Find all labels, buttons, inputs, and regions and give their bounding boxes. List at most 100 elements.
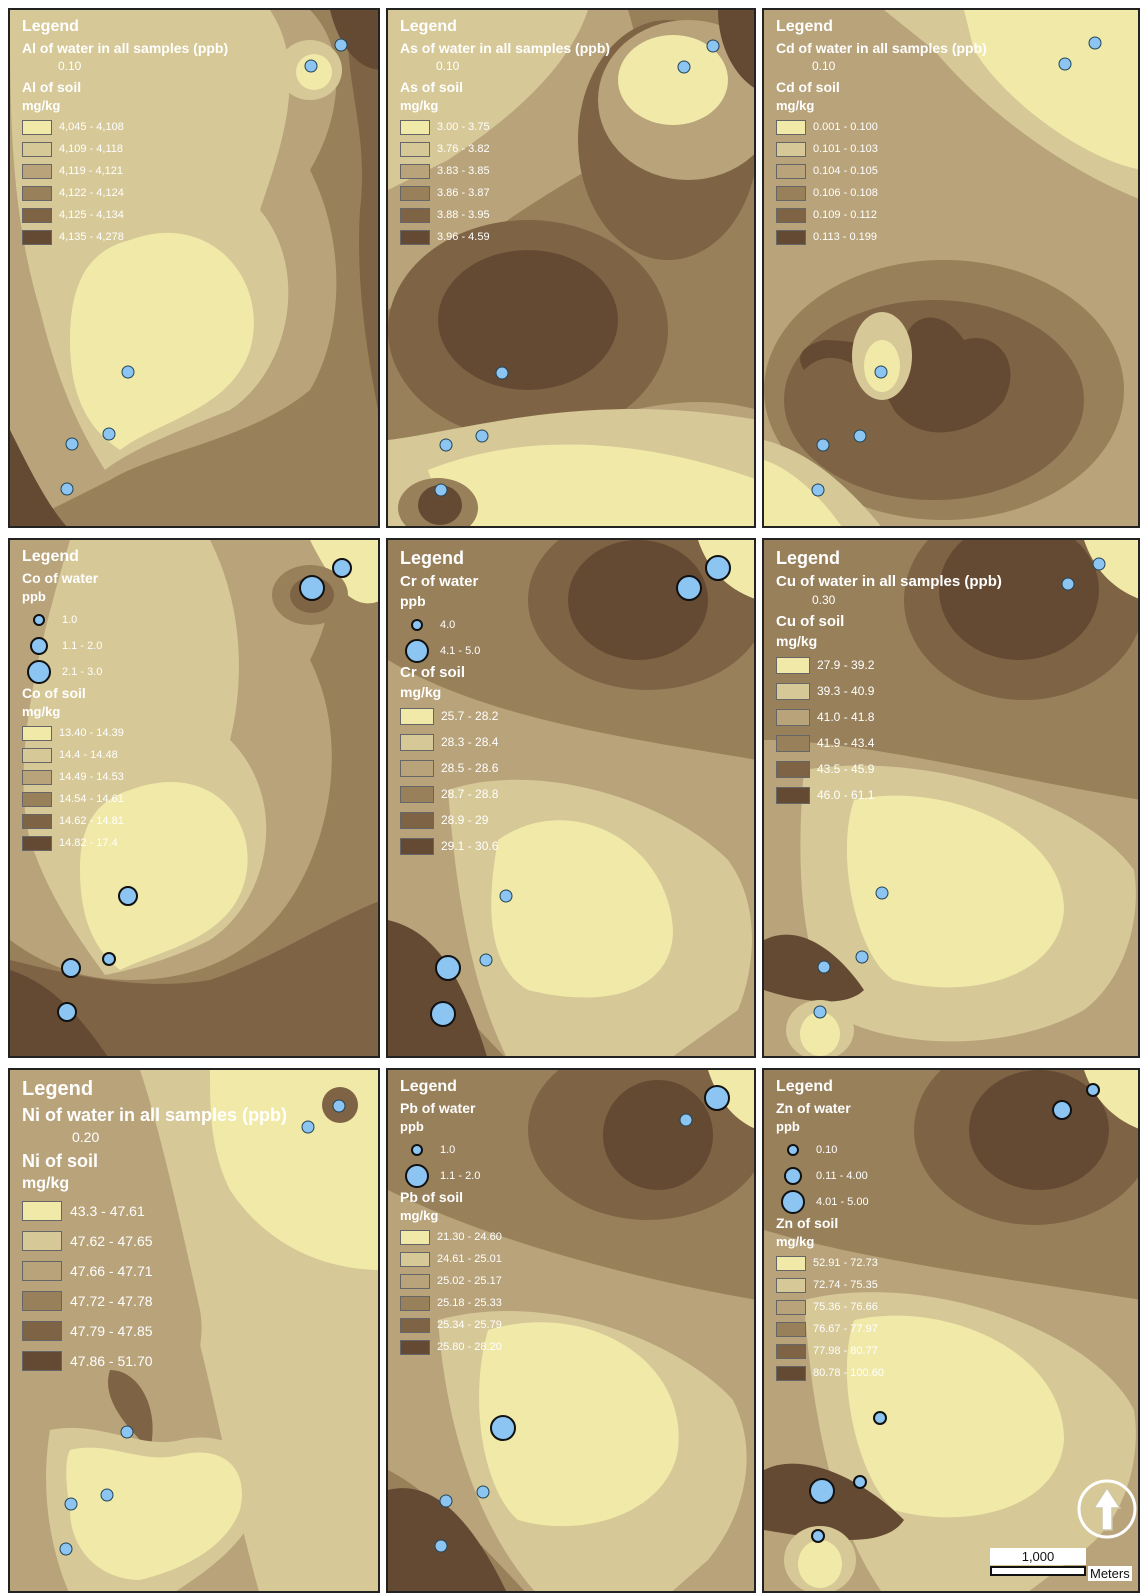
legend-class-label: 47.86 - 51.70 xyxy=(70,1353,153,1369)
soil-class-list: 13.40 - 14.39 14.4 - 14.48 14.49 - 14.53 14… xyxy=(22,722,124,854)
legend-class-row: 4,119 - 4,121 xyxy=(22,160,228,182)
legend-class-row: 76.67 - 77.97 xyxy=(776,1318,884,1340)
soil-unit: mg/kg xyxy=(776,1234,815,1249)
legend-class-row: 25.7 - 28.2 xyxy=(400,703,498,729)
legend-class-label: 21.30 - 24.60 xyxy=(437,1231,502,1243)
soil-class-list: 52.91 - 72.73 72.74 - 75.35 75.36 - 76.66 7… xyxy=(776,1252,884,1384)
legend-class-row: 24.61 - 25.01 xyxy=(400,1248,502,1270)
legend-class-label: 72.74 - 75.35 xyxy=(813,1279,878,1291)
water-value: 0.10 xyxy=(58,59,82,73)
soil-label: Cr of soil xyxy=(400,664,466,681)
sample-symbol xyxy=(781,1190,805,1214)
soil-class-list: 21.30 - 24.60 24.61 - 25.01 25.02 - 25.17 2… xyxy=(400,1226,502,1358)
water-class-list: 4.0 4.1 - 5.0 xyxy=(400,612,498,664)
legend-swatch xyxy=(22,185,52,201)
water-label: Zn of water xyxy=(776,1100,851,1116)
legend-class-label: 25.34 - 25.79 xyxy=(437,1319,502,1331)
soil-label: Zn of soil xyxy=(776,1215,839,1231)
legend-swatch xyxy=(776,1299,806,1315)
legend-class-row: 25.80 - 28.20 xyxy=(400,1336,502,1358)
legend-class-row: 0.101 - 0.103 xyxy=(776,138,987,160)
legend-class-label: 28.3 - 28.4 xyxy=(441,735,499,749)
water-label: Cr of water xyxy=(400,573,479,590)
contour-map xyxy=(388,540,754,1056)
legend-ppb-row: 4.1 - 5.0 xyxy=(400,638,498,664)
legend-class-label: 4,045 - 4,108 xyxy=(59,121,124,133)
water-label: As of water in all samples (ppb) xyxy=(400,40,611,56)
legend-swatch xyxy=(400,1251,430,1267)
soil-class-list: 0.001 - 0.100 0.101 - 0.103 0.104 - 0.105 0… xyxy=(776,116,987,248)
legend-class-row: 4,125 - 4,134 xyxy=(22,204,228,226)
legend-class-row: 0.113 - 0.199 xyxy=(776,226,987,248)
legend-class-label: 77.98 - 80.77 xyxy=(813,1345,878,1357)
legend-class-label: 41.0 - 41.8 xyxy=(817,710,875,724)
legend-swatch xyxy=(22,835,52,851)
legend-class-row: 75.36 - 76.66 xyxy=(776,1296,884,1318)
legend-swatch xyxy=(22,1321,62,1341)
scale-bar-graphic xyxy=(990,1566,1086,1576)
water-label: Cd of water in all samples (ppb) xyxy=(776,40,987,56)
legend-ppb-label: 1.1 - 2.0 xyxy=(62,640,103,652)
legend-class-label: 14.49 - 14.53 xyxy=(59,771,124,783)
legend-class-label: 0.101 - 0.103 xyxy=(813,143,878,155)
contour-map xyxy=(388,1070,754,1591)
soil-unit: mg/kg xyxy=(400,684,442,700)
legend-class-row: 4,109 - 4,118 xyxy=(22,138,228,160)
soil-label: As of soil xyxy=(400,79,464,95)
soil-unit: mg/kg xyxy=(400,1208,439,1223)
sample-symbol xyxy=(30,637,48,655)
legend-class-label: 14.54 - 14.61 xyxy=(59,793,124,805)
legend-class-label: 28.5 - 28.6 xyxy=(441,761,499,775)
water-unit: ppb xyxy=(400,1119,424,1134)
legend-class-label: 0.109 - 0.112 xyxy=(813,209,878,221)
legend-swatch xyxy=(22,141,52,157)
soil-class-list: 25.7 - 28.2 28.3 - 28.4 28.5 - 28.6 28.7 - … xyxy=(400,703,498,859)
legend-ppb-label: 1.1 - 2.0 xyxy=(440,1170,481,1182)
contour-map xyxy=(10,540,378,1056)
legend-ppb-label: 1.0 xyxy=(440,1144,456,1156)
legend-class-label: 3.83 - 3.85 xyxy=(437,165,490,177)
map-panel-cu: Legend Cu of water in all samples (ppb) … xyxy=(762,538,1140,1058)
legend-swatch xyxy=(400,1273,430,1289)
legend-class-row: 28.3 - 28.4 xyxy=(400,729,498,755)
legend-swatch xyxy=(776,1343,806,1359)
legend-class-row: 25.34 - 25.79 xyxy=(400,1314,502,1336)
soil-unit: mg/kg xyxy=(22,1175,70,1192)
north-arrow-icon xyxy=(1077,1479,1137,1539)
legend: Legend Zn of water ppb 0.10 0.11 - 4.00 4.… xyxy=(776,1078,884,1384)
legend: Legend Cd of water in all samples (ppb) … xyxy=(776,18,987,248)
legend-ppb-label: 2.1 - 3.0 xyxy=(62,666,103,678)
legend-swatch xyxy=(400,163,430,179)
legend-class-label: 13.40 - 14.39 xyxy=(59,727,124,739)
legend-class-row: 14.54 - 14.61 xyxy=(22,788,124,810)
legend-ppb-row: 4.01 - 5.00 xyxy=(776,1189,884,1215)
legend-swatch xyxy=(22,119,52,135)
legend: Legend Cu of water in all samples (ppb) … xyxy=(776,548,1002,808)
sample-symbol xyxy=(27,660,51,684)
water-value: 0.10 xyxy=(812,59,836,73)
legend: Legend Ni of water in all samples (ppb) … xyxy=(22,1078,287,1376)
soil-label: Ni of soil xyxy=(22,1151,98,1171)
legend-title: Legend xyxy=(400,18,457,35)
legend-title: Legend xyxy=(400,548,465,568)
legend-ppb-row: 0.11 - 4.00 xyxy=(776,1163,884,1189)
legend-class-row: 52.91 - 72.73 xyxy=(776,1252,884,1274)
legend-class-row: 80.78 - 100.60 xyxy=(776,1362,884,1384)
water-class-list: 0.10 0.11 - 4.00 4.01 - 5.00 xyxy=(776,1137,884,1215)
legend-title: Legend xyxy=(22,1078,94,1100)
legend-swatch xyxy=(776,708,810,726)
legend-title: Legend xyxy=(22,18,79,35)
contour-map xyxy=(764,1070,1138,1591)
legend-class-label: 4,135 - 4,278 xyxy=(59,231,124,243)
legend-swatch xyxy=(400,1295,430,1311)
legend-class-row: 3.88 - 3.95 xyxy=(400,204,610,226)
legend-class-row: 46.0 - 61.1 xyxy=(776,782,1002,808)
legend-swatch xyxy=(776,734,810,752)
water-label: Cu of water in all samples (ppb) xyxy=(776,573,1002,590)
legend-class-label: 28.7 - 28.8 xyxy=(441,787,499,801)
sample-symbol xyxy=(787,1144,799,1156)
water-label: Co of water xyxy=(22,570,99,586)
legend-class-label: 3.76 - 3.82 xyxy=(437,143,490,155)
sample-symbol xyxy=(405,1164,429,1188)
legend-class-row: 41.9 - 43.4 xyxy=(776,730,1002,756)
